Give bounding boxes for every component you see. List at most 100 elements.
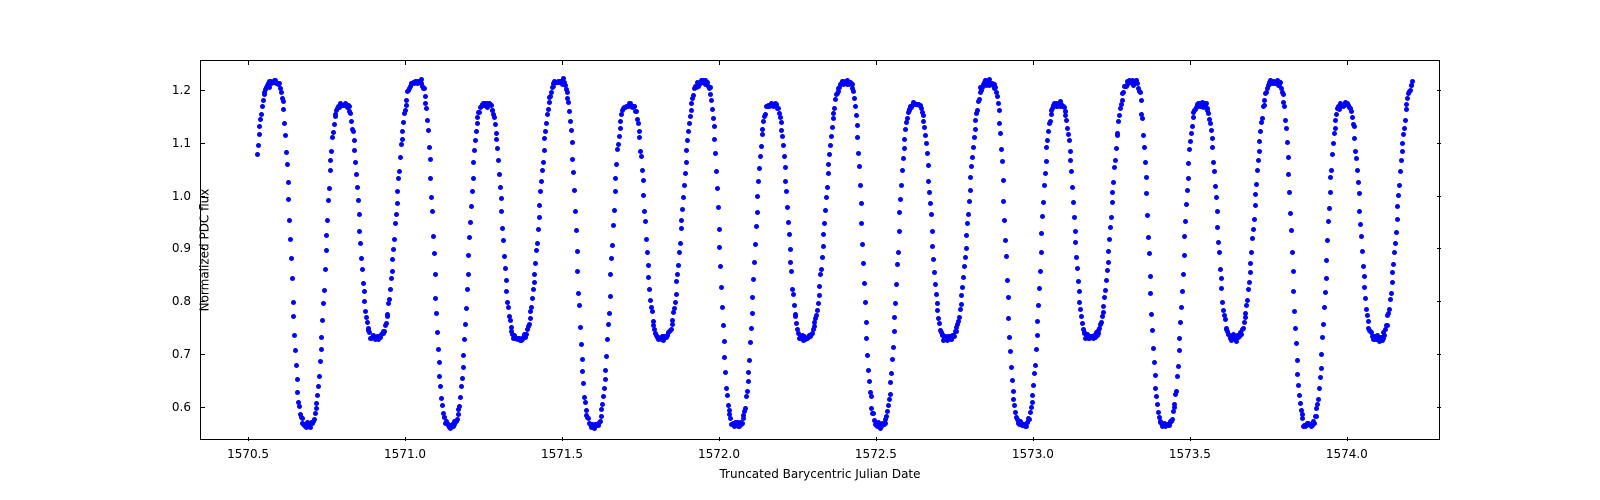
data-point [822,221,827,226]
data-point [713,151,718,156]
data-point [398,155,403,160]
data-point [725,393,730,398]
data-point [1359,234,1364,239]
data-point [832,106,837,111]
data-point [1101,304,1106,309]
data-point [1402,126,1407,131]
data-point [1106,249,1111,254]
data-point [968,188,973,193]
data-point [1364,307,1369,312]
data-point [314,406,319,411]
data-point [1010,378,1015,383]
data-point [1213,184,1218,189]
data-point [815,308,820,313]
data-point [966,212,971,217]
data-point [719,285,724,290]
data-point [1329,168,1334,173]
data-point [542,136,547,141]
data-point [714,169,719,174]
data-point [576,291,581,296]
data-point [532,280,537,285]
data-point [669,327,674,332]
data-point [293,348,298,353]
data-point [723,370,728,375]
data-point [1009,365,1014,370]
data-point [1151,346,1156,351]
data-point [1253,203,1258,208]
data-point [1239,332,1244,337]
data-point [1149,312,1154,317]
x-tick-label: 1571.5 [541,447,583,461]
data-point [964,233,969,238]
data-point [1332,131,1337,136]
data-point [743,406,748,411]
data-point [1320,335,1325,340]
data-point [327,186,332,191]
data-point [1068,149,1073,154]
x-tick [1347,437,1348,441]
data-point [869,394,874,399]
data-point [1395,204,1400,209]
data-point [430,209,435,214]
data-point [931,257,936,262]
x-tick [1190,437,1191,441]
x-axis-label: Truncated Barycentric Julian Date [719,467,920,481]
data-point [436,347,441,352]
data-point [687,121,692,126]
data-point [330,135,335,140]
data-point [1399,158,1404,163]
data-point [1077,300,1082,305]
data-point [362,289,367,294]
data-point [355,185,360,190]
data-point [319,335,324,340]
data-point [474,129,479,134]
data-point [761,119,766,124]
data-point [1146,235,1151,240]
data-point [324,233,329,238]
data-point [1218,267,1223,272]
x-tick [562,437,563,441]
data-point [1116,119,1121,124]
data-point [499,209,504,214]
data-point [261,98,266,103]
y-tick [1437,143,1441,144]
data-point [926,163,931,168]
data-point [794,321,799,326]
data-point [1075,266,1080,271]
data-point [349,119,354,124]
data-point [351,129,356,134]
data-point [1251,227,1256,232]
data-point [1400,141,1405,146]
y-tick [1437,301,1441,302]
data-point [1282,104,1287,109]
data-point [1408,88,1413,93]
data-point [1105,268,1110,273]
data-point [1119,102,1124,107]
data-point [785,205,790,210]
y-tick [201,407,205,408]
data-point [260,104,265,109]
data-point [613,176,618,181]
data-point [286,197,291,202]
data-point [1108,225,1113,230]
data-point [294,363,299,368]
data-point [580,357,585,362]
data-point [833,97,838,102]
data-point [460,376,465,381]
data-point [1210,136,1215,141]
data-point [888,392,893,397]
data-point [1035,333,1040,338]
data-point [285,162,290,167]
data-point [855,135,860,140]
data-point [1291,289,1296,294]
data-point [973,118,978,123]
data-point [923,133,928,138]
data-point [647,287,652,292]
y-tick-label: 1.1 [172,136,191,150]
data-point [1154,394,1159,399]
data-point [574,228,579,233]
data-point [786,220,791,225]
data-point [348,111,353,116]
data-point [1024,424,1029,429]
data-point [781,143,786,148]
